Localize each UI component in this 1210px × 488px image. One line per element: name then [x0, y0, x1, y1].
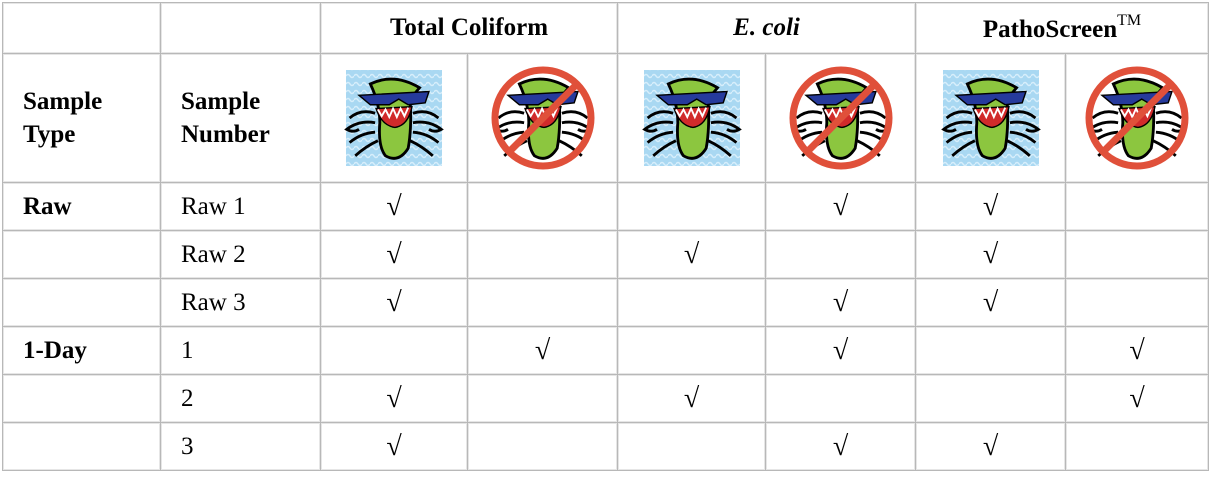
negative-icon	[789, 66, 892, 170]
group-label: E. coli	[733, 14, 800, 41]
check-cell: √	[915, 182, 1067, 231]
negative-icon	[1085, 66, 1189, 170]
check-cell: √	[617, 374, 766, 423]
data-row: 3 √ √ √	[2, 422, 1210, 471]
positive-icon	[941, 70, 1040, 166]
empty-cell	[1065, 278, 1210, 327]
table-body: Raw Raw 1 √ √ √ Raw 2 √ √ √ Raw 3 √ √ √ 1-Day 1 √ √ √ 2 √ √ √…	[2, 182, 1210, 471]
empty-cell	[1065, 422, 1210, 471]
data-row: Raw 2 √ √ √	[2, 230, 1210, 279]
empty-cell	[467, 374, 618, 423]
check-cell: √	[467, 326, 618, 375]
empty-cell	[617, 326, 766, 375]
empty-cell	[2, 230, 161, 279]
trademark: TM	[1117, 12, 1142, 29]
sample-number: Raw 1	[160, 182, 321, 231]
check-cell: √	[1065, 374, 1210, 423]
empty-cell	[2, 2, 161, 54]
check-cell: √	[764, 182, 917, 231]
check-cell: √	[320, 230, 468, 279]
check-cell: √	[764, 278, 917, 327]
empty-cell	[915, 326, 1067, 375]
check-cell: √	[320, 422, 468, 471]
empty-cell	[2, 278, 161, 327]
empty-cell	[467, 422, 618, 471]
group-header-row: Total Coliform E. coli PathoScreenTM	[2, 2, 1210, 54]
negative-icon	[491, 66, 594, 170]
negative-icon-cell	[1065, 53, 1210, 183]
empty-cell	[160, 2, 321, 54]
check-cell: √	[1065, 326, 1210, 375]
empty-cell	[915, 374, 1067, 423]
data-row: 2 √ √ √	[2, 374, 1210, 423]
empty-cell	[617, 182, 766, 231]
sample-number: Raw 3	[160, 278, 321, 327]
empty-cell	[2, 422, 161, 471]
sample-number: Raw 2	[160, 230, 321, 279]
empty-cell	[1065, 182, 1210, 231]
check-cell: √	[915, 278, 1067, 327]
group-header: PathoScreenTM	[915, 2, 1210, 54]
group-label: Total Coliform	[389, 14, 549, 41]
row-header: Sample Type	[2, 53, 161, 183]
icon-row: Sample Type Sample Number	[2, 53, 1210, 183]
empty-cell	[764, 374, 917, 423]
empty-cell	[764, 230, 917, 279]
positive-icon	[345, 70, 443, 166]
negative-icon-cell	[467, 53, 618, 183]
empty-cell	[617, 278, 766, 327]
positive-icon-cell	[915, 53, 1067, 183]
empty-cell	[1065, 230, 1210, 279]
check-cell: √	[764, 422, 917, 471]
empty-cell	[2, 374, 161, 423]
group-header: Total Coliform	[320, 2, 618, 54]
positive-icon	[642, 70, 741, 166]
sample-type: Raw	[2, 182, 161, 231]
positive-icon-cell	[320, 53, 468, 183]
data-row: Raw Raw 1 √ √ √	[2, 182, 1210, 231]
group-header: E. coli	[616, 2, 917, 54]
sample-type: 1-Day	[2, 326, 161, 375]
check-cell: √	[320, 182, 468, 231]
check-cell: √	[915, 230, 1067, 279]
check-cell: √	[764, 326, 917, 375]
group-label: PathoScreen	[982, 16, 1118, 43]
negative-icon-cell	[764, 53, 917, 183]
positive-icon-cell	[617, 53, 766, 183]
data-row: Raw 3 √ √ √	[2, 278, 1210, 327]
empty-cell	[467, 182, 618, 231]
check-cell: √	[320, 278, 468, 327]
empty-cell	[467, 230, 618, 279]
empty-cell	[617, 422, 766, 471]
results-table: Total Coliform E. coli PathoScreenTM Sam…	[2, 2, 1210, 471]
check-cell: √	[915, 422, 1067, 471]
sample-number: 1	[160, 326, 321, 375]
row-header: Sample Number	[160, 53, 321, 183]
empty-cell	[320, 326, 468, 375]
empty-cell	[467, 278, 618, 327]
data-row: 1-Day 1 √ √ √	[2, 326, 1210, 375]
check-cell: √	[320, 374, 468, 423]
sample-number: 3	[160, 422, 321, 471]
sample-number: 2	[160, 374, 321, 423]
check-cell: √	[617, 230, 766, 279]
